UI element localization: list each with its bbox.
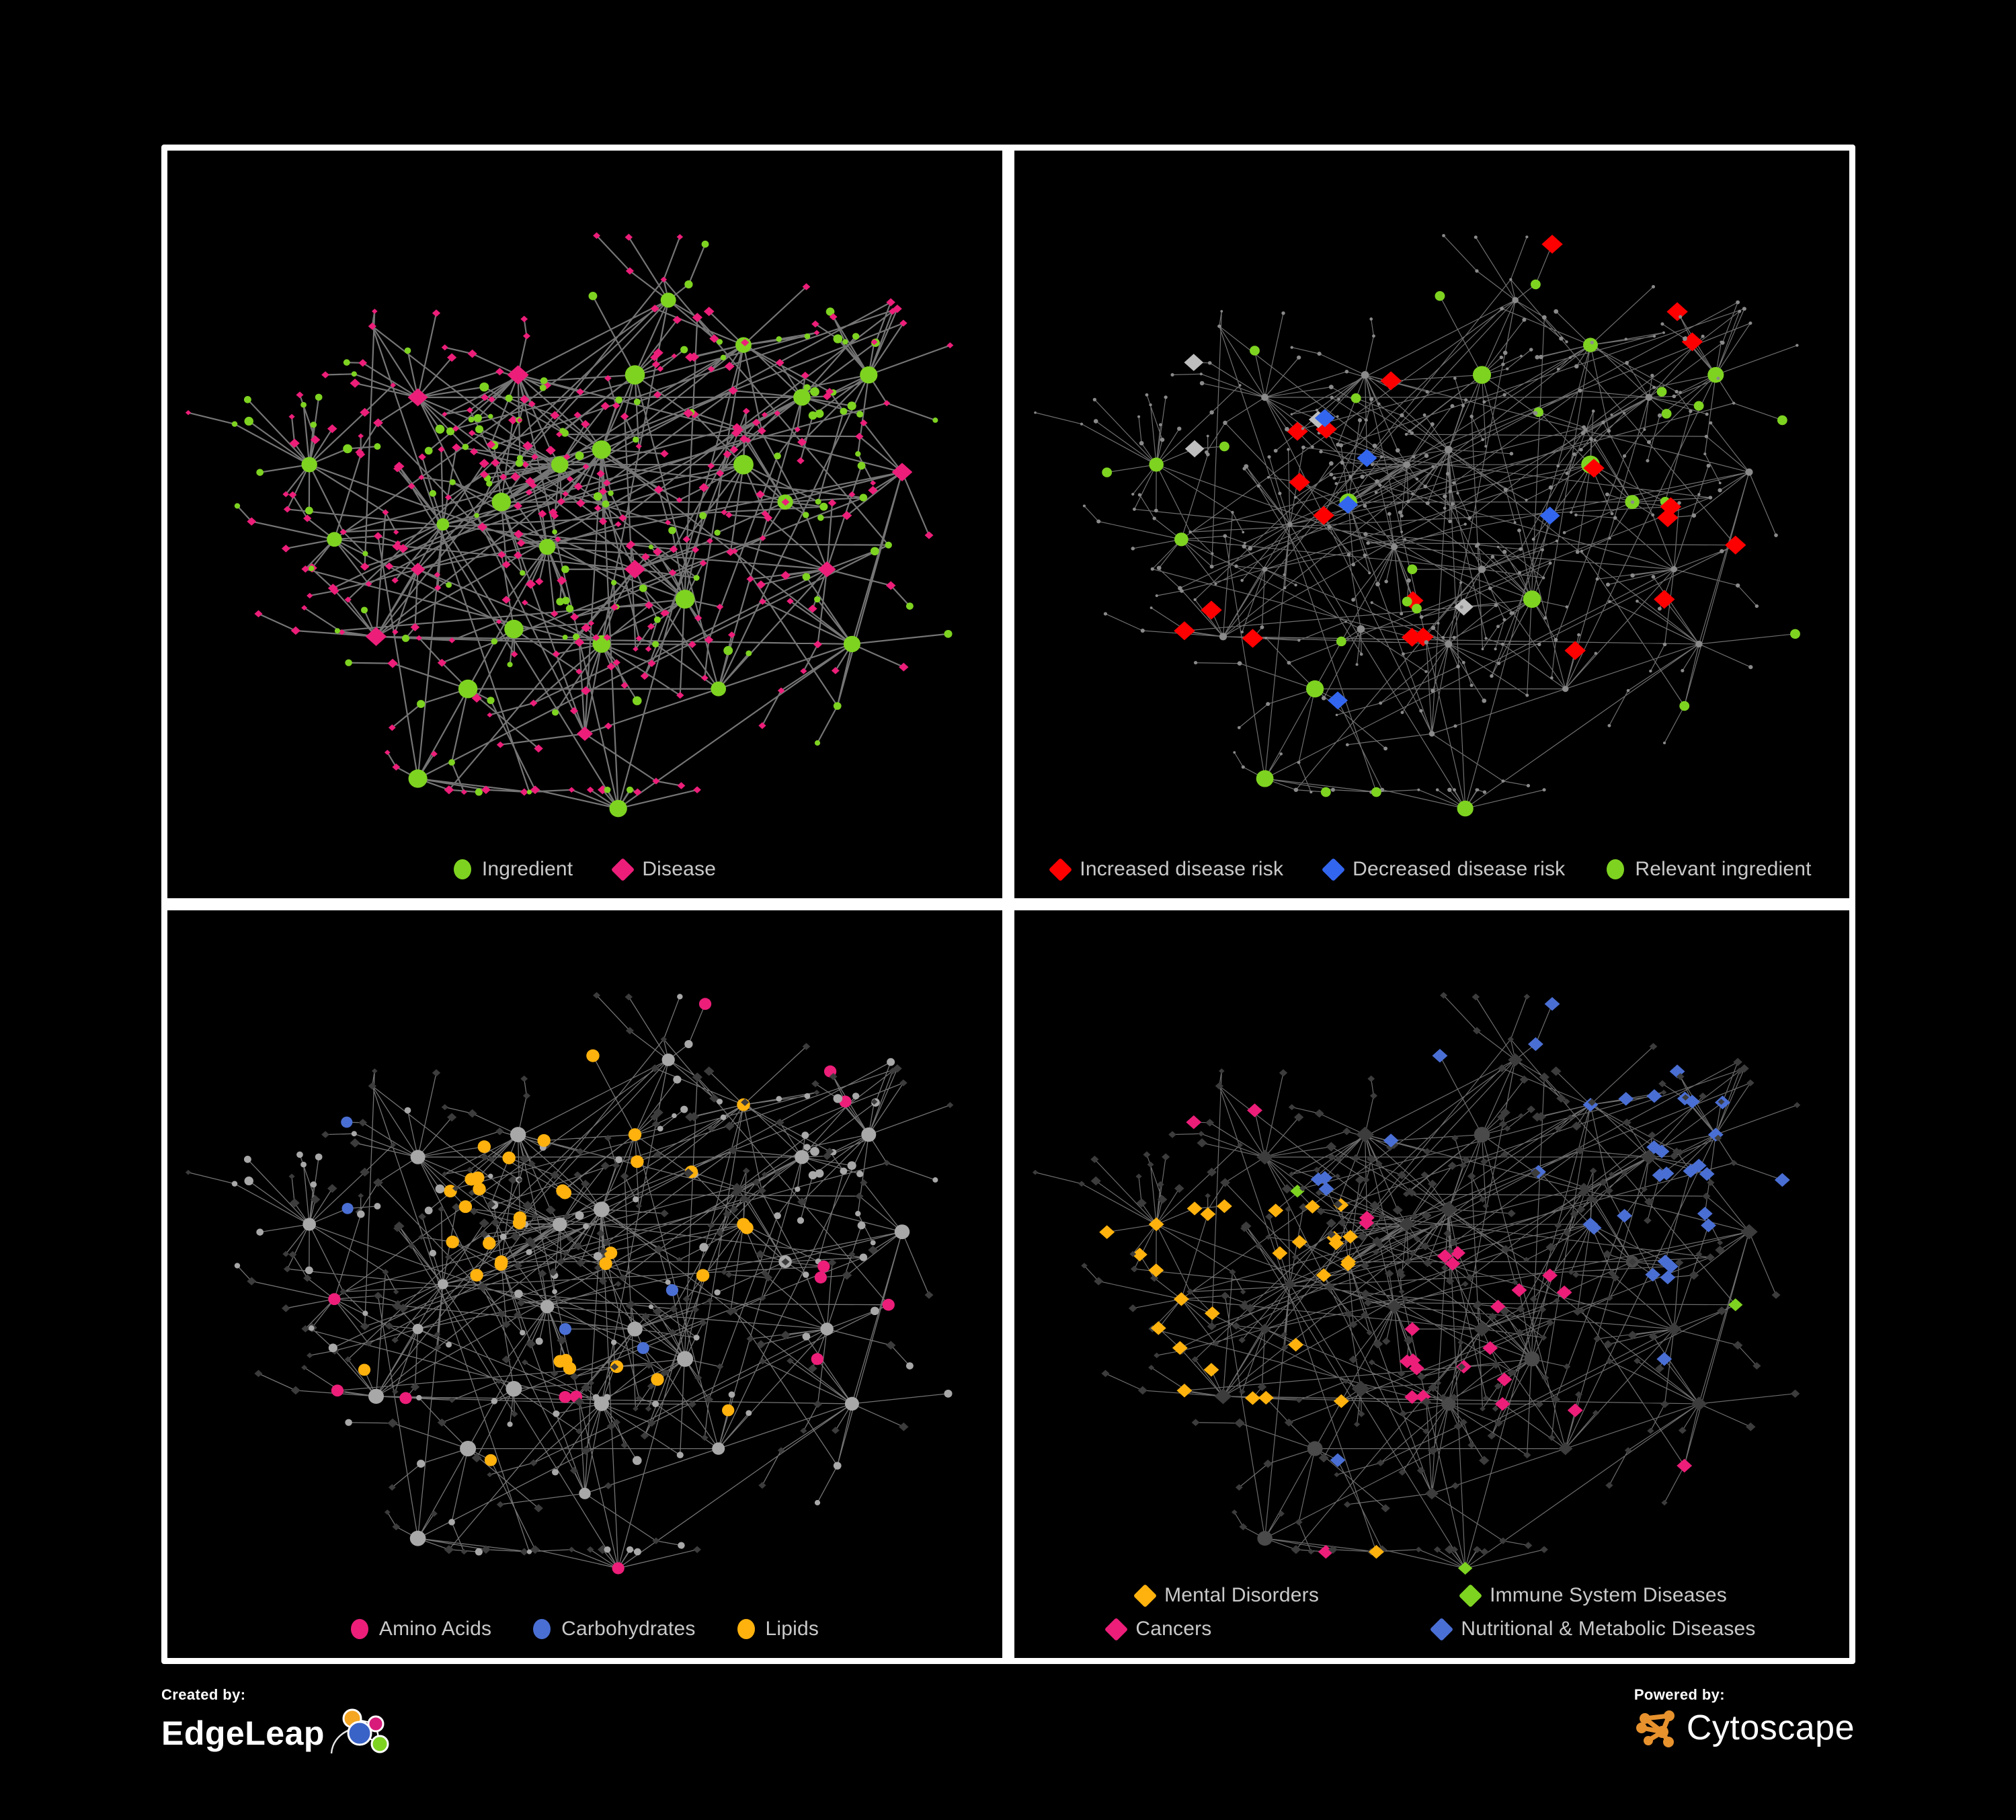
lipids-circle-icon (737, 1619, 755, 1639)
legend-item-mental-disorders[interactable]: Mental Disorders (1133, 1583, 1419, 1608)
panel-grid: Ingredient Disease Increased disease ris… (161, 145, 1855, 1664)
legend-label-disease: Disease (642, 858, 717, 880)
legend-label-lipids: Lipids (765, 1618, 819, 1640)
amino-acids-circle-icon (350, 1619, 368, 1639)
brand-cytoscape-kicker: Powered by: (1634, 1686, 1726, 1703)
legend-label-decreased-risk: Decreased disease risk (1353, 858, 1566, 880)
legend-label-ingredient: Ingredient (481, 858, 573, 880)
legend-item-cancers[interactable]: Cancers (1104, 1617, 1390, 1641)
legend-label-amino-acids: Amino Acids (378, 1618, 492, 1640)
network-disease-class[interactable] (1014, 910, 1849, 1658)
edgeleap-network-logo-icon (330, 1708, 389, 1754)
legend-panel-2: Increased disease risk Decreased disease… (1014, 857, 1849, 881)
panel-ingredient-disease[interactable]: Ingredient Disease (167, 151, 1002, 898)
panel-disease-class[interactable]: Mental Disorders Immune System Diseases … (1014, 910, 1849, 1658)
brand-edgeleap-main: EdgeLeap (161, 1706, 393, 1760)
mental-disorders-diamond-icon (1133, 1583, 1158, 1608)
disease-diamond-icon (611, 857, 635, 881)
legend-item-carbohydrates[interactable]: Carbohydrates (533, 1618, 695, 1640)
ingredient-circle-icon (453, 859, 471, 879)
nutritional-metabolic-diseases-diamond-icon (1430, 1617, 1454, 1641)
footer: Created by: EdgeLeap Powered by: (161, 1681, 1855, 1809)
legend-label-nutritional-metabolic-diseases: Nutritional & Metabolic Diseases (1461, 1618, 1756, 1640)
brand-cytoscape[interactable]: Powered by: (1634, 1686, 1855, 1749)
legend-item-increased-risk[interactable]: Increased disease risk (1049, 857, 1284, 881)
legend-label-increased-risk: Increased disease risk (1080, 858, 1284, 880)
legend-label-relevant-ingredient: Relevant ingredient (1635, 858, 1812, 880)
panel-disease-risk[interactable]: Increased disease risk Decreased disease… (1014, 151, 1849, 898)
brand-edgeleap-word: EdgeLeap (161, 1714, 325, 1752)
carbohydrates-circle-icon (533, 1619, 551, 1639)
brand-edgeleap-kicker: Created by: (161, 1686, 246, 1703)
legend-item-immune-system-diseases[interactable]: Immune System Diseases (1458, 1583, 1727, 1608)
cancers-diamond-icon (1104, 1617, 1129, 1641)
legend-label-cancers: Cancers (1135, 1618, 1212, 1640)
legend-panel-1: Ingredient Disease (167, 857, 1002, 881)
decreased-risk-diamond-icon (1321, 857, 1346, 881)
legend-item-relevant-ingredient[interactable]: Relevant ingredient (1607, 858, 1812, 881)
legend-label-immune-system-diseases: Immune System Diseases (1490, 1584, 1727, 1606)
cytoscape-logo-icon (1636, 1710, 1675, 1747)
legend-label-carbohydrates: Carbohydrates (561, 1618, 696, 1640)
panel-nutrient-class[interactable]: Amino Acids Carbohydrates Lipids (167, 910, 1002, 1658)
legend-item-disease[interactable]: Disease (611, 857, 717, 881)
brand-edgeleap[interactable]: Created by: EdgeLeap (161, 1686, 393, 1760)
network-ingredient-disease[interactable] (167, 151, 1002, 898)
legend-item-amino-acids[interactable]: Amino Acids (350, 1618, 492, 1640)
legend-panel-3: Amino Acids Carbohydrates Lipids (167, 1618, 1002, 1640)
legend-item-nutritional-metabolic-diseases[interactable]: Nutritional & Metabolic Diseases (1430, 1617, 1756, 1641)
network-nutrient-class[interactable] (167, 910, 1002, 1658)
relevant-ingredient-circle-icon (1607, 859, 1625, 879)
legend-label-mental-disorders: Mental Disorders (1164, 1584, 1320, 1606)
legend-item-decreased-risk[interactable]: Decreased disease risk (1321, 857, 1566, 881)
increased-risk-diamond-icon (1049, 857, 1073, 881)
brand-cytoscape-main: Cytoscape (1634, 1706, 1855, 1749)
network-disease-risk[interactable] (1014, 151, 1849, 898)
brand-cytoscape-word: Cytoscape (1686, 1708, 1855, 1747)
legend-panel-4: Mental Disorders Immune System Diseases … (1055, 1583, 1808, 1641)
legend-item-lipids[interactable]: Lipids (737, 1618, 819, 1640)
immune-system-diseases-diamond-icon (1458, 1583, 1483, 1608)
legend-item-ingredient[interactable]: Ingredient (453, 858, 573, 881)
